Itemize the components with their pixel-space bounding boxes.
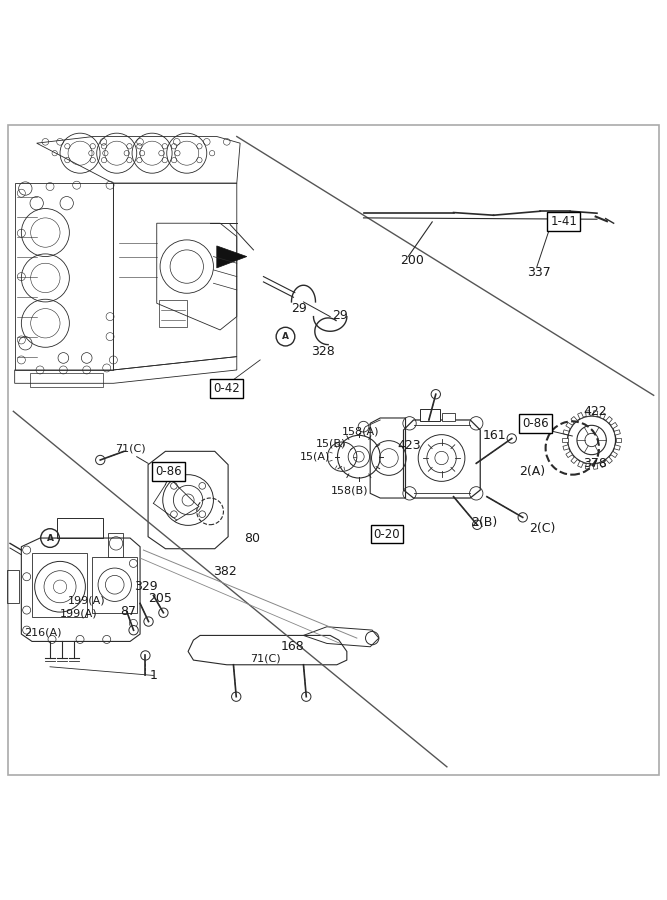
Polygon shape	[614, 430, 620, 435]
Text: 80: 80	[244, 532, 260, 544]
Polygon shape	[566, 451, 572, 457]
Text: 71(C): 71(C)	[250, 653, 281, 663]
Polygon shape	[616, 438, 621, 442]
Polygon shape	[571, 457, 578, 464]
Text: 87: 87	[120, 605, 136, 618]
Circle shape	[301, 692, 311, 701]
Circle shape	[129, 626, 138, 634]
Polygon shape	[593, 410, 598, 417]
Text: 29: 29	[332, 309, 348, 322]
Text: 200: 200	[400, 254, 424, 267]
Text: 15(B): 15(B)	[315, 438, 346, 448]
Text: 0-20: 0-20	[374, 527, 400, 541]
Polygon shape	[611, 451, 618, 457]
Circle shape	[518, 513, 528, 522]
Text: 0-42: 0-42	[213, 382, 240, 395]
Text: 199(A): 199(A)	[60, 608, 97, 618]
Text: 2(B): 2(B)	[471, 516, 498, 528]
Polygon shape	[611, 422, 618, 428]
Text: 1: 1	[149, 669, 157, 682]
Circle shape	[431, 390, 440, 399]
Text: 158(B): 158(B)	[331, 485, 368, 495]
Text: A: A	[47, 534, 53, 543]
Text: 71(C): 71(C)	[115, 444, 146, 454]
Text: 378: 378	[583, 457, 607, 470]
Polygon shape	[566, 422, 572, 428]
Text: 168: 168	[280, 640, 304, 652]
Polygon shape	[217, 246, 247, 268]
Text: 15(A): 15(A)	[299, 452, 330, 462]
Text: 423: 423	[398, 439, 422, 453]
Circle shape	[159, 608, 168, 617]
Text: 2(C): 2(C)	[529, 522, 556, 536]
Polygon shape	[586, 464, 590, 469]
Text: 2(A): 2(A)	[519, 464, 546, 478]
Text: 158(A): 158(A)	[342, 427, 379, 437]
Polygon shape	[586, 410, 590, 417]
Polygon shape	[600, 461, 606, 467]
Text: 1-41: 1-41	[550, 215, 577, 228]
Circle shape	[144, 616, 153, 626]
Circle shape	[472, 520, 482, 529]
Polygon shape	[578, 412, 584, 419]
Text: 216(A): 216(A)	[25, 628, 62, 638]
Polygon shape	[571, 417, 578, 423]
Circle shape	[507, 434, 516, 443]
Polygon shape	[600, 412, 606, 419]
Text: 205: 205	[148, 591, 172, 605]
FancyBboxPatch shape	[420, 409, 440, 420]
Polygon shape	[606, 457, 612, 464]
Polygon shape	[614, 445, 620, 450]
Text: 199(A): 199(A)	[68, 596, 105, 606]
FancyBboxPatch shape	[442, 412, 455, 420]
Circle shape	[95, 455, 105, 464]
Circle shape	[231, 692, 241, 701]
Text: 29: 29	[291, 302, 307, 315]
Polygon shape	[562, 438, 568, 442]
Text: 422: 422	[583, 406, 607, 419]
Text: 161: 161	[483, 428, 507, 442]
Text: 0-86: 0-86	[522, 417, 549, 430]
Polygon shape	[606, 417, 612, 423]
Text: 0-86: 0-86	[155, 464, 182, 478]
Text: 337: 337	[527, 266, 551, 279]
Circle shape	[141, 651, 150, 660]
Polygon shape	[578, 461, 584, 467]
Polygon shape	[563, 445, 569, 450]
Polygon shape	[563, 430, 569, 435]
Text: A: A	[282, 332, 289, 341]
Text: 328: 328	[311, 345, 335, 358]
Text: 382: 382	[213, 565, 237, 578]
Polygon shape	[593, 464, 598, 469]
Text: 329: 329	[133, 580, 157, 592]
